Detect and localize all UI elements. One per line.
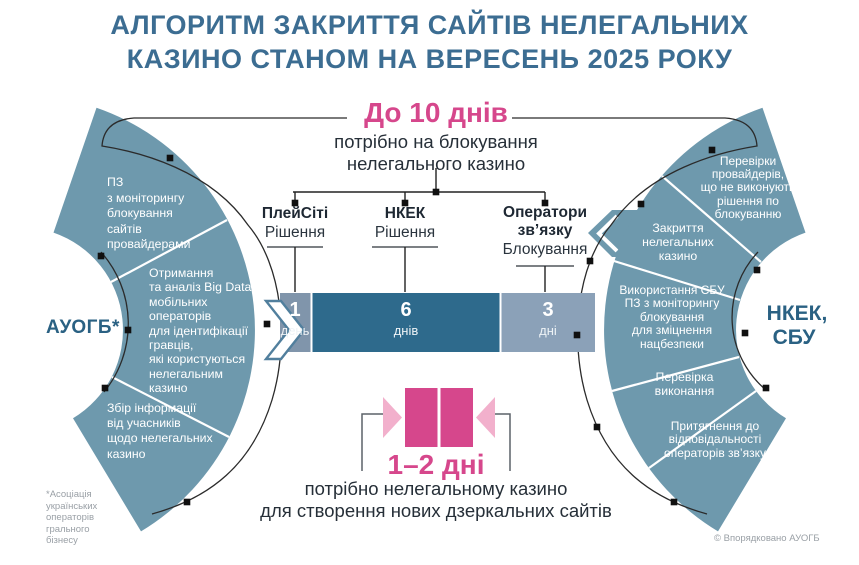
footnote-asterisk: *Асоціація українських операторів гральн… [46,489,98,546]
page-title-line1: АЛГОРИТМ ЗАКРИТТЯ САЙТІВ НЕЛЕГАЛЬНИХ [110,10,749,40]
step-playcity-org: ПлейСіті [261,205,329,222]
right-fan-segment-verification: Перевірка виконання [654,370,715,398]
right-fan-segment-sbu-software: Використання СБУ ПЗ з моніторингу блокув… [619,283,725,351]
left-fan-label: АУОГБ* [46,317,120,338]
bottom-callout-duration: 1–2 дні [387,449,485,480]
left-fan-segment-bigdata: Отримання та аналіз Big Data мобільних о… [149,266,252,396]
right-fan-segment-provider-checks: Перевірки провайдерів, що не виконують р… [700,154,796,221]
right-fan-shape [604,107,806,532]
milestone-dots [97,146,770,506]
top-callout-desc-line1: потрібно на блокування [334,131,538,152]
right-fan-label-line1: НКЕК, [766,302,828,325]
step-operators-action: Блокування [502,241,588,258]
timeline-connectors [267,168,574,292]
left-fan-segment-info-collection: Збір інформації від учасників щодо нелег… [107,401,213,461]
bottom-callout-desc-line1: потрібно нелегальному казино [304,478,568,499]
left-fan-shape [53,107,255,532]
step-operators-org-line2: зв’язку [517,222,573,239]
left-fan-segment-monitoring: ПЗ з моніторингу блокування сайтів прова… [107,175,191,251]
top-callout-duration: До 10 днів [364,97,508,128]
right-pointing-chevron-arrow [263,299,306,361]
right-fan-label-line2: СБУ [772,326,816,349]
right-fan-segment-liability: Притягнення до відповідальності оператор… [664,419,766,460]
step-nkek-action: Рішення [374,224,436,241]
top-callout-desc-line2: нелегального казино [346,153,526,174]
step-playcity-action: Рішення [264,224,326,241]
bar-unit-3-days: дні [539,323,557,338]
left-flow-arc [100,117,347,515]
mirror-sites-block [361,388,511,471]
bar-unit-6-days: днів [393,323,419,338]
step-nkek-org: НКЕК [384,205,426,222]
bar-value-1-day: 1 [289,299,301,321]
step-operators-org-line1: Оператори [503,204,587,221]
page-title: АЛГОРИТМ ЗАКРИТТЯ САЙТІВ НЕЛЕГАЛЬНИХ КАЗ… [0,8,859,76]
bar-value-6-days: 6 [400,299,412,321]
bottom-callout-desc-line2: для створення нових дзеркальних сайтів [260,500,612,521]
right-fan-segment-closure: Закриття нелегальних казино [642,221,714,263]
credit-note: © Впорядковано АУОГБ [714,533,820,544]
bar-value-3-days: 3 [542,299,554,321]
page-title-line2: КАЗИНО СТАНОМ НА ВЕРЕСЕНЬ 2025 РОКУ [126,44,733,74]
bar-unit-1-day: день [280,323,310,338]
right-flow-arc [512,117,767,515]
